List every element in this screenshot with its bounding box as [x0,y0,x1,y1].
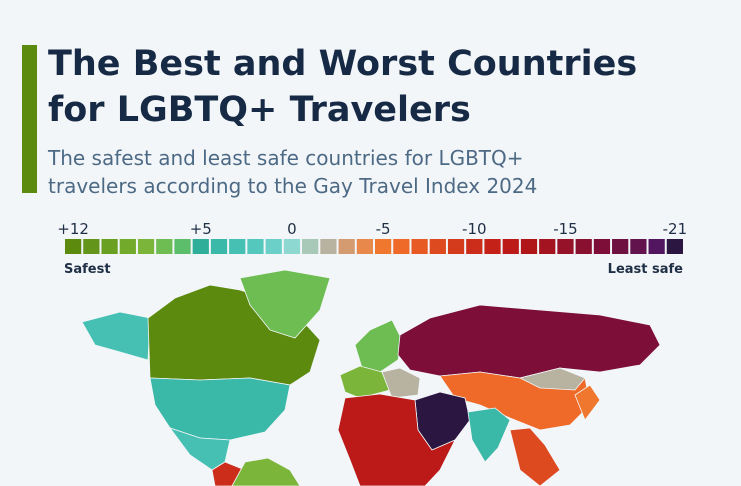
legend-tick-label: 0 [287,220,297,238]
legend-swatch [156,239,173,254]
legend-swatch [210,239,228,254]
legend-swatch [320,239,337,254]
legend-swatch [119,239,136,254]
legend-swatch [447,239,465,254]
legend-tick-label: -15 [553,220,578,238]
legend-swatch [229,239,246,254]
title-line: for LGBTQ+ Travelers [48,90,471,130]
legend-tick-label: -5 [376,220,391,238]
legend-swatch [174,239,191,254]
region [354,319,403,373]
region [467,407,511,463]
legend-swatch [101,239,118,254]
region [397,304,661,379]
region [509,427,561,486]
legend-swatch [338,239,355,254]
legend-high-label: Least safe [608,262,684,277]
region [81,311,151,361]
subtitle-line: travelers according to the Gay Travel In… [48,174,537,198]
legend-swatch [83,239,100,254]
region [239,269,331,339]
legend-swatch [520,239,538,254]
legend-swatch [247,239,264,254]
region [337,393,456,486]
region [231,457,301,486]
legend-swatch [65,239,82,254]
legend-swatch [302,239,319,254]
legend-swatch [593,239,611,254]
region [574,384,601,421]
subtitle-line: The safest and least safe countries for … [47,146,524,170]
legend-swatch [648,239,665,254]
legend-low-label: Safest [64,262,111,277]
accent-bar [22,45,37,193]
legend-swatch [265,239,282,254]
world-map [81,269,661,486]
legend-swatch [612,239,629,254]
legend-swatch [283,239,301,254]
legend-swatch [375,239,392,254]
legend-tick-label: +5 [190,220,212,238]
legend-swatch [466,239,483,254]
legend-swatch [429,239,446,254]
region [149,377,291,441]
legend-swatch [356,239,373,254]
legend-swatch [575,239,592,254]
title-line: The Best and Worst Countries [48,44,637,84]
legend-tick-label: -10 [462,220,487,238]
legend-swatch [484,239,501,254]
legend-swatch [539,239,556,254]
region [518,367,586,391]
legend-tick-label: -21 [663,220,688,238]
legend-swatch [502,239,519,254]
legend-swatch [192,239,209,254]
legend-tick-label: +12 [57,220,89,238]
legend-swatch [137,239,155,254]
region [381,367,421,399]
legend-swatch [393,239,410,254]
legend-swatch [666,239,683,254]
legend-swatch [630,239,647,254]
legend-swatch [557,239,574,254]
legend-swatch [411,239,428,254]
